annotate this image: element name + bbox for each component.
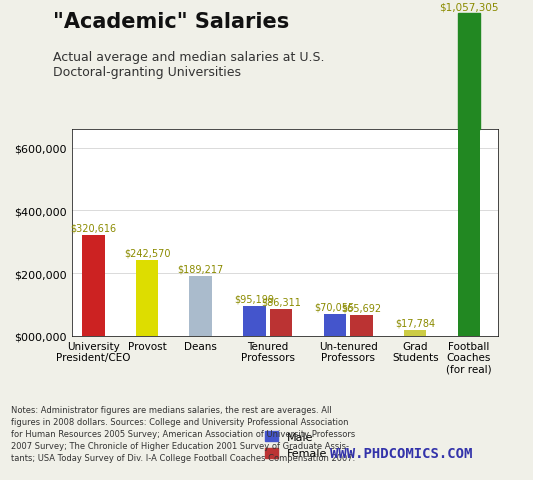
Text: $65,692: $65,692: [342, 303, 382, 313]
Bar: [458, 130, 480, 336]
Bar: [243, 306, 265, 336]
Legend: Male, Female: Male, Female: [265, 432, 328, 458]
Text: Actual average and median salaries at U.S.
Doctoral-granting Universities: Actual average and median salaries at U.…: [53, 50, 325, 78]
Text: WWW.PHDCOMICS.COM: WWW.PHDCOMICS.COM: [330, 446, 473, 460]
Bar: [136, 260, 158, 336]
Bar: [324, 314, 346, 336]
Text: $189,217: $189,217: [177, 264, 224, 275]
Text: $70,055: $70,055: [314, 301, 355, 312]
Bar: [458, 130, 480, 336]
Text: $95,199: $95,199: [235, 294, 274, 304]
Text: $1,057,305: $1,057,305: [439, 2, 498, 12]
Text: $320,616: $320,616: [70, 223, 117, 233]
Bar: [404, 330, 426, 336]
Bar: [82, 236, 104, 336]
Text: $17,784: $17,784: [395, 318, 435, 328]
Text: $242,570: $242,570: [124, 248, 171, 258]
Bar: [270, 309, 293, 336]
Bar: [189, 277, 212, 336]
Text: $86,311: $86,311: [261, 297, 301, 307]
Bar: [350, 315, 373, 336]
Text: Notes: Administrator figures are medians salaries, the rest are averages. All
fi: Notes: Administrator figures are medians…: [11, 406, 355, 462]
Text: "Academic" Salaries: "Academic" Salaries: [53, 12, 289, 32]
